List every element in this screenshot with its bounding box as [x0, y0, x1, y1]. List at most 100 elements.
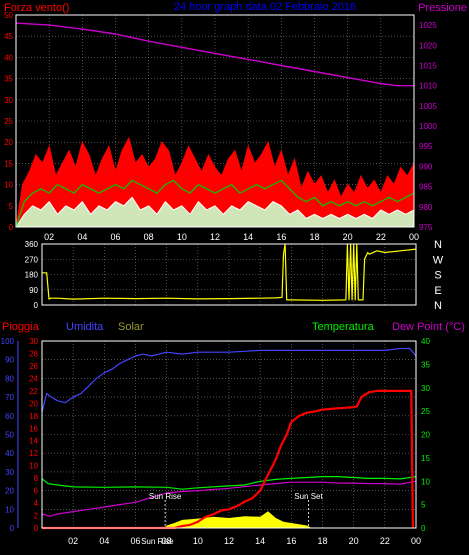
pressure-axis-label: Pressione	[418, 2, 467, 14]
pressure-y-tick: 975	[419, 223, 433, 232]
wind-x-tick: 14	[243, 232, 253, 242]
humidity-line	[41, 347, 417, 413]
rain-y-tick: 12	[29, 449, 38, 458]
rain-y-tick: 20	[29, 399, 38, 408]
direction-y-tick: 180	[25, 271, 39, 280]
wind-x-tick: 22	[376, 232, 386, 242]
sun-marker-label: Sun Rise	[149, 492, 182, 501]
rain-y-tick: 24	[29, 374, 38, 383]
wind-y-tick: 40	[4, 53, 13, 62]
rain-humidity-temperature-chart: 0102030405060708090100024681012141618202…	[1, 337, 431, 546]
weather-x-tick: 22	[380, 536, 390, 546]
wind-y-tick: 25	[4, 117, 13, 126]
wind-y-tick: 45	[4, 32, 13, 41]
wind-y-tick: 10	[4, 181, 13, 190]
wind-y-tick: 30	[4, 96, 13, 105]
rain-y-tick: 26	[29, 362, 38, 371]
weather-x-tick: 04	[99, 536, 109, 546]
temperature-y-tick: 10	[421, 477, 430, 486]
weather-x-tick: 06	[130, 536, 140, 546]
wind-x-tick: 06	[110, 232, 120, 242]
compass-label: W	[433, 254, 444, 266]
wind-x-tick: 18	[309, 232, 319, 242]
temperature-y-tick: 0	[421, 524, 426, 533]
weather-x-tick: 14	[255, 536, 265, 546]
legend-temperature: Temperatura	[312, 321, 375, 333]
pressure-y-tick: 1015	[419, 61, 437, 70]
rain-y-tick: 16	[29, 424, 38, 433]
wind-speed-area	[16, 197, 414, 227]
temperature-y-tick: 35	[421, 360, 430, 369]
rain-y-tick: 10	[29, 462, 38, 471]
rain-y-tick: 28	[29, 349, 38, 358]
direction-y-tick: 270	[25, 255, 39, 264]
direction-y-tick: 0	[34, 301, 39, 310]
rain-y-tick: 18	[29, 412, 38, 421]
wind-y-tick: 35	[4, 75, 13, 84]
compass-label: S	[434, 270, 441, 282]
pressure-y-tick: 995	[419, 142, 433, 151]
legend-humidity: Umidita	[66, 321, 104, 333]
wind-average-line	[15, 179, 415, 228]
humidity-y-tick: 10	[5, 505, 14, 514]
weather-x-tick: 18	[317, 536, 327, 546]
temperature-y-tick: 40	[421, 337, 430, 346]
rain-line	[42, 389, 414, 530]
wind-x-tick: 20	[343, 232, 353, 242]
solar-area	[42, 511, 416, 528]
pressure-y-tick: 1005	[419, 102, 437, 111]
wind-y-tick: 20	[4, 138, 13, 147]
rain-y-tick: 2	[34, 512, 39, 521]
direction-line	[42, 243, 417, 301]
rain-y-tick: 22	[29, 387, 38, 396]
wind-y-tick: 15	[4, 159, 13, 168]
temperature-y-tick: 20	[421, 431, 430, 440]
legend-solar: Solar	[118, 321, 144, 333]
temperature-y-tick: 15	[421, 454, 430, 463]
wind-frame	[15, 14, 415, 228]
wind-x-tick: 02	[44, 232, 54, 242]
wind-x-tick: 04	[77, 232, 87, 242]
wind-x-tick: 08	[144, 232, 154, 242]
wind-x-tick: 12	[210, 232, 220, 242]
pressure-y-tick: 980	[419, 203, 433, 212]
wind-x-tick: 16	[276, 232, 286, 242]
sun-marker-label: Sun Set	[294, 492, 323, 501]
temperature-y-tick: 25	[421, 407, 430, 416]
rain-y-tick: 4	[34, 499, 39, 508]
humidity-y-tick: 70	[5, 393, 14, 402]
humidity-y-tick: 90	[5, 356, 14, 365]
humidity-y-tick: 60	[5, 412, 14, 421]
pressure-y-tick: 1010	[419, 82, 437, 91]
chart-title: 24 hour graph data 02 Febbraio 2016	[174, 1, 356, 13]
weather-x-tick: 08	[162, 536, 172, 546]
dewpoint-line	[41, 480, 417, 517]
direction-y-tick: 360	[25, 240, 39, 249]
pressure-y-tick: 1020	[419, 41, 437, 50]
legend-dewpoint: Dew Point (°C)	[392, 321, 465, 333]
wind-y-tick: 0	[9, 223, 14, 232]
wind-pressure-chart: 0510152025303540455097598098599099510001…	[4, 11, 437, 242]
weather-x-tick: 12	[224, 536, 234, 546]
wind-y-tick: 5	[9, 202, 14, 211]
humidity-y-tick: 0	[10, 524, 15, 533]
wind-x-tick: 10	[177, 232, 187, 242]
wind-speed-line	[15, 196, 415, 228]
rain-y-tick: 0	[34, 524, 39, 533]
humidity-y-tick: 40	[5, 449, 14, 458]
humidity-y-tick: 50	[5, 431, 14, 440]
weather-x-tick: 00	[411, 536, 421, 546]
wind-y-tick: 50	[4, 11, 13, 20]
rain-y-tick: 30	[29, 337, 38, 346]
wind-axis-label: Forza vento()	[4, 2, 69, 14]
pressure-y-tick: 1025	[419, 21, 437, 30]
compass-label: N	[434, 300, 442, 312]
temperature-y-tick: 5	[421, 501, 426, 510]
humidity-y-tick: 100	[1, 337, 15, 346]
legend-rain: Pioggia	[2, 321, 40, 333]
compass-label: E	[434, 285, 441, 297]
pressure-line	[15, 22, 414, 87]
weather-frame	[41, 340, 417, 529]
